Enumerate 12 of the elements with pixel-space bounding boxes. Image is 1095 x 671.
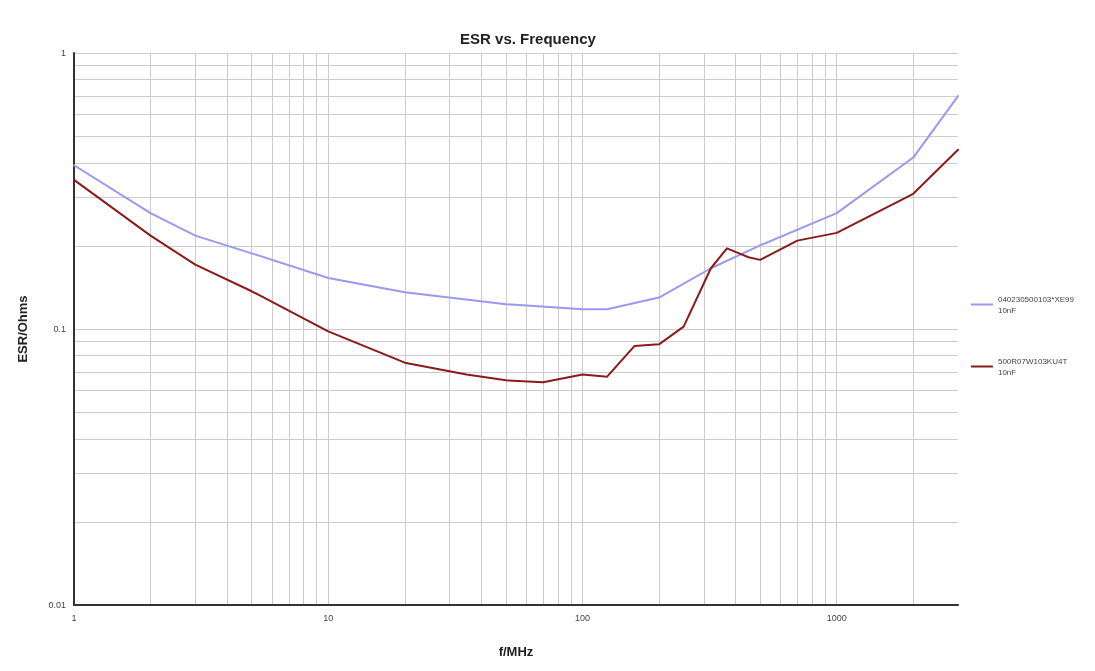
legend-label: 040230500103*XE99 10nF [997,294,1075,315]
x-tick-label: 1 [71,612,77,623]
y-axis-title: ESR/Ohms [15,295,30,363]
legend-label: 500R07W103KU4T 10nF [997,356,1068,377]
chart-title: ESR vs. Frequency [460,30,597,47]
y-tick-label: 0.01 [48,600,66,610]
x-tick-label: 100 [574,612,590,623]
x-tick-label: 10 [323,612,334,623]
x-tick-label: 1000 [826,612,847,623]
y-tick-label: 0.1 [53,324,66,334]
y-tick-label: 1 [60,48,66,58]
x-axis-title: f/MHz [498,644,534,659]
